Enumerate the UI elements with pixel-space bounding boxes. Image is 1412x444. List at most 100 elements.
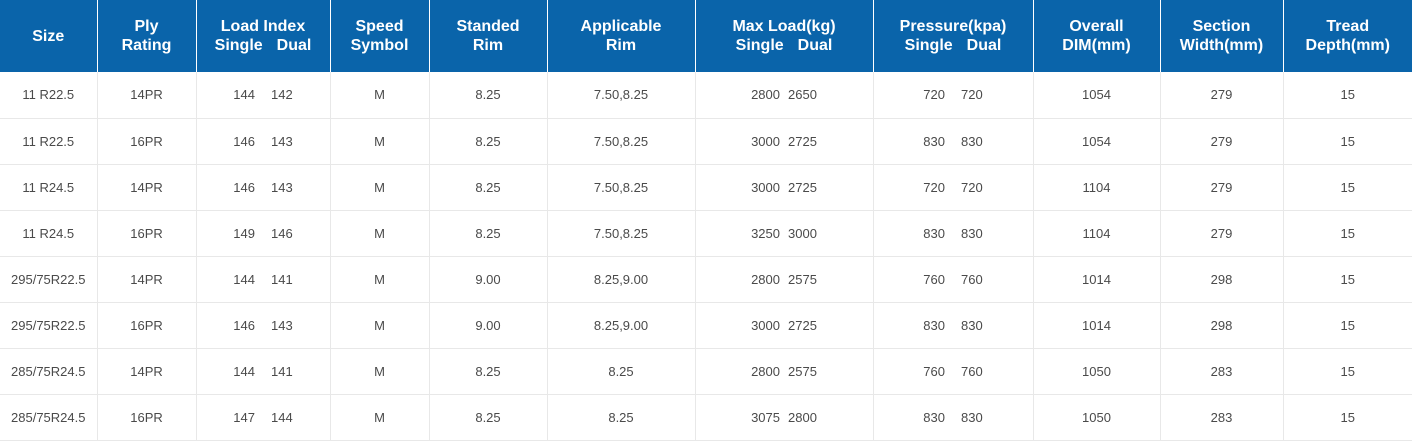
cell-max-load: 3250 3000 <box>695 210 874 257</box>
cell-ply: 14PR <box>97 164 197 211</box>
cell-ply: 16PR <box>97 394 197 441</box>
cell-load-single: 146 <box>233 317 255 333</box>
cell-load-single: 144 <box>233 271 255 287</box>
cell-load-index: 146 143 <box>196 302 331 349</box>
header-size: Size <box>0 0 98 72</box>
cell-ply: 14PR <box>97 348 197 395</box>
cell-max-single: 3000 <box>751 133 780 149</box>
table-row: 11 R24.5 16PR 149 146 M 8.25 7.50,8.25 32… <box>0 210 1412 257</box>
cell-tread-depth: 15 <box>1283 256 1412 303</box>
cell-max-load: 3000 2725 <box>695 302 874 349</box>
cell-ply: 16PR <box>97 302 197 349</box>
cell-tread-depth: 15 <box>1283 118 1412 165</box>
cell-pressure: 760 760 <box>873 256 1034 303</box>
header-load-index: Load Index Single Dual <box>196 0 331 72</box>
header-tread-depth: Tread Depth(mm) <box>1283 0 1412 72</box>
cell-load-single: 147 <box>233 409 255 425</box>
cell-max-dual: 2575 <box>788 363 817 379</box>
cell-pressure: 720 720 <box>873 164 1034 211</box>
header-overall-dim: Overall DIM(mm) <box>1033 0 1161 72</box>
cell-pressure: 830 830 <box>873 118 1034 165</box>
cell-size: 285/75R24.5 <box>0 348 98 395</box>
cell-max-dual: 3000 <box>788 225 817 241</box>
cell-press-dual: 830 <box>961 409 983 425</box>
cell-load-dual: 143 <box>271 179 293 195</box>
cell-tread-depth: 15 <box>1283 72 1412 119</box>
cell-size: 11 R22.5 <box>0 72 98 119</box>
cell-load-dual: 141 <box>271 271 293 287</box>
cell-applicable-rim: 7.50,8.25 <box>547 210 696 257</box>
cell-section-width: 298 <box>1160 256 1284 303</box>
cell-max-single: 3250 <box>751 225 780 241</box>
cell-size: 11 R24.5 <box>0 210 98 257</box>
cell-press-dual: 720 <box>961 179 983 195</box>
cell-load-single: 149 <box>233 225 255 241</box>
cell-load-dual: 143 <box>271 133 293 149</box>
cell-speed: M <box>330 302 430 349</box>
cell-section-width: 279 <box>1160 210 1284 257</box>
cell-load-index: 144 141 <box>196 348 331 395</box>
cell-load-single: 144 <box>233 87 255 103</box>
cell-load-dual: 141 <box>271 363 293 379</box>
cell-press-single: 830 <box>923 317 945 333</box>
cell-overall-dim: 1014 <box>1033 302 1161 349</box>
table-body: 11 R22.5 14PR 144 142 M 8.25 7.50,8.25 28… <box>0 72 1412 441</box>
cell-section-width: 279 <box>1160 72 1284 119</box>
cell-pressure: 830 830 <box>873 302 1034 349</box>
cell-load-index: 146 143 <box>196 164 331 211</box>
cell-speed: M <box>330 164 430 211</box>
cell-applicable-rim: 8.25 <box>547 348 696 395</box>
cell-ply: 14PR <box>97 72 197 119</box>
cell-press-dual: 760 <box>961 363 983 379</box>
table-row: 11 R22.5 14PR 144 142 M 8.25 7.50,8.25 28… <box>0 72 1412 119</box>
cell-max-single: 3075 <box>751 409 780 425</box>
cell-standed-rim: 8.25 <box>429 348 548 395</box>
cell-max-load: 2800 2575 <box>695 256 874 303</box>
cell-max-dual: 2725 <box>788 179 817 195</box>
cell-standed-rim: 8.25 <box>429 118 548 165</box>
cell-max-single: 3000 <box>751 179 780 195</box>
table-row: 295/75R22.5 16PR 146 143 M 9.00 8.25,9.00… <box>0 302 1412 349</box>
header-speed-symbol: Speed Symbol <box>330 0 430 72</box>
cell-speed: M <box>330 210 430 257</box>
cell-standed-rim: 8.25 <box>429 394 548 441</box>
cell-standed-rim: 8.25 <box>429 210 548 257</box>
cell-size: 295/75R22.5 <box>0 302 98 349</box>
cell-press-single: 720 <box>923 87 945 103</box>
cell-max-single: 3000 <box>751 317 780 333</box>
table-row: 285/75R24.5 16PR 147 144 M 8.25 8.25 3075… <box>0 394 1412 441</box>
cell-pressure: 830 830 <box>873 394 1034 441</box>
cell-overall-dim: 1054 <box>1033 118 1161 165</box>
cell-section-width: 283 <box>1160 348 1284 395</box>
table-header: Size Ply Rating Load Index Single Dual Sp… <box>0 0 1412 72</box>
cell-standed-rim: 9.00 <box>429 256 548 303</box>
cell-pressure: 830 830 <box>873 210 1034 257</box>
cell-overall-dim: 1050 <box>1033 348 1161 395</box>
cell-speed: M <box>330 394 430 441</box>
cell-applicable-rim: 8.25,9.00 <box>547 256 696 303</box>
cell-press-single: 760 <box>923 271 945 287</box>
cell-max-dual: 2725 <box>788 317 817 333</box>
cell-size: 11 R24.5 <box>0 164 98 211</box>
cell-max-load: 3000 2725 <box>695 118 874 165</box>
header-ply-rating: Ply Rating <box>97 0 197 72</box>
table-row: 295/75R22.5 14PR 144 141 M 9.00 8.25,9.00… <box>0 256 1412 303</box>
header-row: Size Ply Rating Load Index Single Dual Sp… <box>0 0 1412 72</box>
cell-overall-dim: 1104 <box>1033 164 1161 211</box>
table-row: 11 R24.5 14PR 146 143 M 8.25 7.50,8.25 30… <box>0 164 1412 211</box>
cell-load-index: 144 141 <box>196 256 331 303</box>
cell-section-width: 279 <box>1160 118 1284 165</box>
cell-speed: M <box>330 256 430 303</box>
cell-tread-depth: 15 <box>1283 164 1412 211</box>
cell-tread-depth: 15 <box>1283 394 1412 441</box>
table-row: 11 R22.5 16PR 146 143 M 8.25 7.50,8.25 30… <box>0 118 1412 165</box>
cell-section-width: 279 <box>1160 164 1284 211</box>
cell-load-index: 144 142 <box>196 72 331 119</box>
cell-max-load: 2800 2575 <box>695 348 874 395</box>
cell-press-single: 830 <box>923 409 945 425</box>
cell-load-single: 146 <box>233 179 255 195</box>
cell-max-single: 2800 <box>751 363 780 379</box>
cell-pressure: 760 760 <box>873 348 1034 395</box>
cell-applicable-rim: 8.25,9.00 <box>547 302 696 349</box>
